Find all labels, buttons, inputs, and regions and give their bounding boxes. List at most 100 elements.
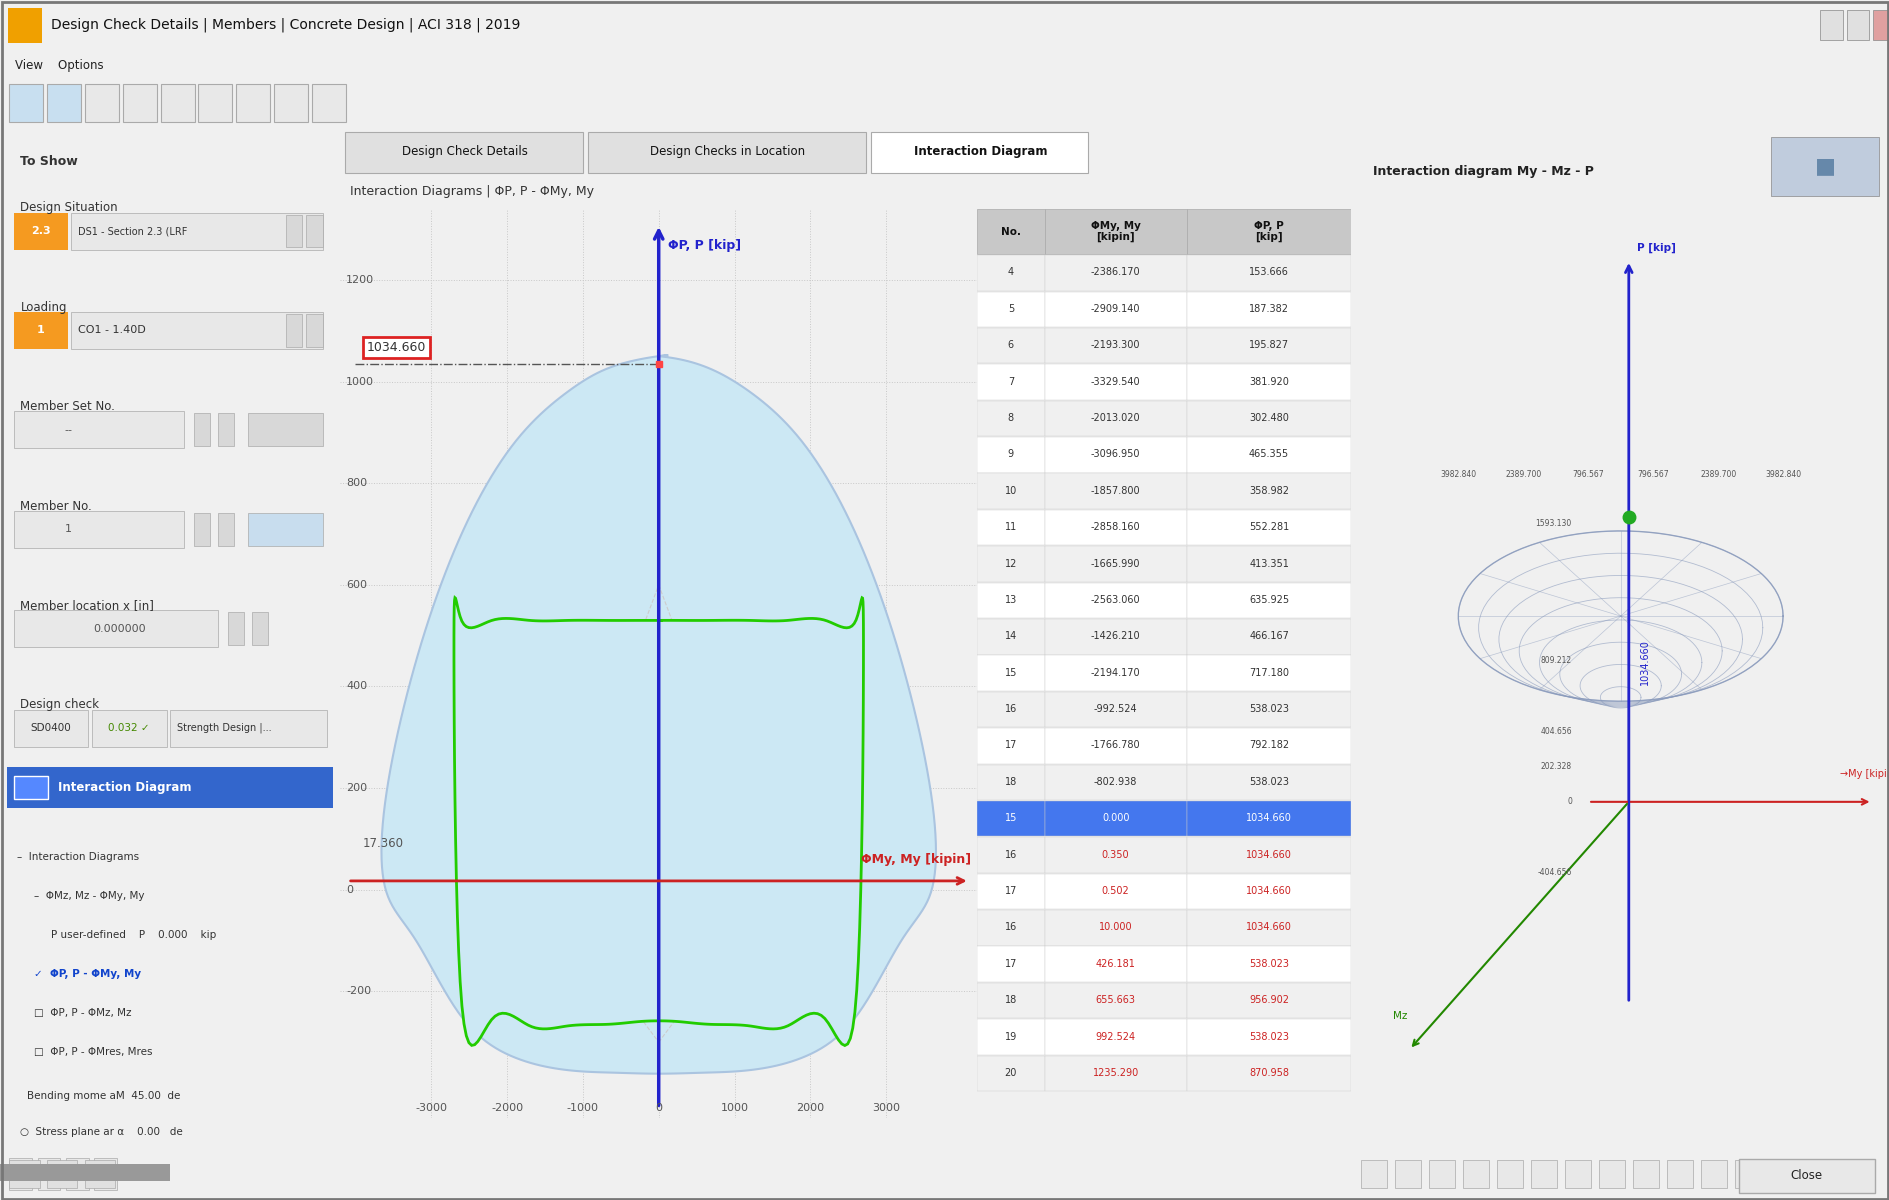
- Bar: [9, 1158, 32, 1190]
- Bar: [1045, 838, 1186, 872]
- Text: 10.000: 10.000: [1098, 923, 1132, 932]
- Text: 195.827: 195.827: [1249, 341, 1288, 350]
- FancyBboxPatch shape: [161, 84, 195, 122]
- Bar: [247, 512, 323, 546]
- Bar: [977, 365, 1045, 400]
- Text: 635.925: 635.925: [1249, 595, 1288, 605]
- Bar: [13, 709, 89, 746]
- Text: --: --: [64, 425, 72, 434]
- Bar: [1462, 1160, 1489, 1188]
- Bar: [0, 1164, 170, 1181]
- Bar: [1186, 292, 1351, 328]
- Text: 1593.130: 1593.130: [1536, 518, 1572, 528]
- Bar: [977, 947, 1045, 982]
- Text: 9: 9: [1007, 449, 1013, 460]
- Text: 4: 4: [1007, 268, 1013, 277]
- Bar: [977, 256, 1045, 290]
- Bar: [229, 612, 244, 646]
- Bar: [195, 512, 210, 546]
- Bar: [346, 132, 582, 173]
- Bar: [38, 1158, 60, 1190]
- Bar: [1186, 728, 1351, 763]
- Bar: [1186, 365, 1351, 400]
- Polygon shape: [453, 598, 863, 1045]
- Bar: [1045, 764, 1186, 800]
- Text: 12: 12: [1005, 558, 1016, 569]
- Bar: [85, 1160, 115, 1188]
- FancyBboxPatch shape: [123, 84, 157, 122]
- Bar: [1045, 983, 1186, 1019]
- Bar: [1846, 10, 1868, 41]
- Bar: [72, 212, 323, 250]
- Bar: [977, 619, 1045, 654]
- Text: 18: 18: [1005, 995, 1016, 1006]
- Text: 17: 17: [1005, 740, 1016, 750]
- Bar: [1734, 1160, 1761, 1188]
- Text: 1200: 1200: [346, 275, 374, 284]
- Bar: [1045, 474, 1186, 509]
- Bar: [93, 709, 166, 746]
- Text: 792.182: 792.182: [1249, 740, 1288, 750]
- Text: 538.023: 538.023: [1249, 959, 1288, 968]
- Bar: [1186, 655, 1351, 691]
- Text: Interaction diagram My - Mz - P: Interaction diagram My - Mz - P: [1371, 166, 1592, 179]
- Bar: [977, 800, 1045, 836]
- Bar: [13, 212, 68, 250]
- Bar: [1186, 510, 1351, 545]
- Text: 800: 800: [346, 479, 366, 488]
- Text: ΦMy, My [kipin]: ΦMy, My [kipin]: [861, 853, 971, 865]
- Text: ΦP, P [kip]: ΦP, P [kip]: [667, 239, 740, 252]
- Bar: [1045, 1056, 1186, 1091]
- Bar: [1186, 474, 1351, 509]
- FancyBboxPatch shape: [198, 84, 232, 122]
- Text: 19: 19: [1005, 1032, 1016, 1042]
- Bar: [1186, 546, 1351, 582]
- FancyBboxPatch shape: [236, 84, 270, 122]
- FancyBboxPatch shape: [9, 84, 43, 122]
- Text: Member No.: Member No.: [21, 499, 93, 512]
- Text: 0.000000: 0.000000: [93, 624, 145, 634]
- Text: 2389.700: 2389.700: [1698, 469, 1736, 479]
- Bar: [1598, 1160, 1625, 1188]
- Bar: [8, 7, 42, 43]
- Bar: [1186, 437, 1351, 473]
- Text: 13: 13: [1005, 595, 1016, 605]
- Bar: [1632, 1160, 1659, 1188]
- Text: □  ΦP, P - ΦMres, Mres: □ ΦP, P - ΦMres, Mres: [34, 1046, 153, 1057]
- Bar: [1045, 800, 1186, 836]
- Text: 466.167: 466.167: [1249, 631, 1288, 641]
- Bar: [251, 612, 268, 646]
- Bar: [1045, 437, 1186, 473]
- Bar: [247, 414, 323, 446]
- Bar: [977, 1056, 1045, 1091]
- Bar: [1666, 1160, 1693, 1188]
- Text: 18: 18: [1005, 776, 1016, 787]
- Bar: [1819, 10, 1842, 41]
- FancyBboxPatch shape: [85, 84, 119, 122]
- Bar: [217, 414, 234, 446]
- Text: →My [kipin]: →My [kipin]: [1840, 769, 1889, 779]
- Text: 1034.660: 1034.660: [1245, 850, 1292, 859]
- Bar: [306, 215, 323, 247]
- Bar: [977, 583, 1045, 618]
- Bar: [306, 314, 323, 347]
- Bar: [1045, 728, 1186, 763]
- Text: Interaction Diagram: Interaction Diagram: [912, 145, 1047, 158]
- Bar: [66, 1158, 89, 1190]
- Text: 8: 8: [1007, 413, 1013, 424]
- Bar: [977, 728, 1045, 763]
- Bar: [1186, 328, 1351, 364]
- Text: 3000: 3000: [871, 1103, 899, 1114]
- Text: 20: 20: [1005, 1068, 1016, 1078]
- Text: 796.567: 796.567: [1572, 469, 1604, 479]
- Text: -2013.020: -2013.020: [1090, 413, 1139, 424]
- Bar: [170, 709, 327, 746]
- Bar: [1045, 209, 1186, 254]
- Text: 16: 16: [1005, 850, 1016, 859]
- Text: 796.567: 796.567: [1636, 469, 1668, 479]
- Text: 2000: 2000: [795, 1103, 824, 1114]
- Text: 1034.660: 1034.660: [1245, 814, 1292, 823]
- Bar: [871, 132, 1088, 173]
- Bar: [1700, 1160, 1727, 1188]
- Bar: [1360, 1160, 1387, 1188]
